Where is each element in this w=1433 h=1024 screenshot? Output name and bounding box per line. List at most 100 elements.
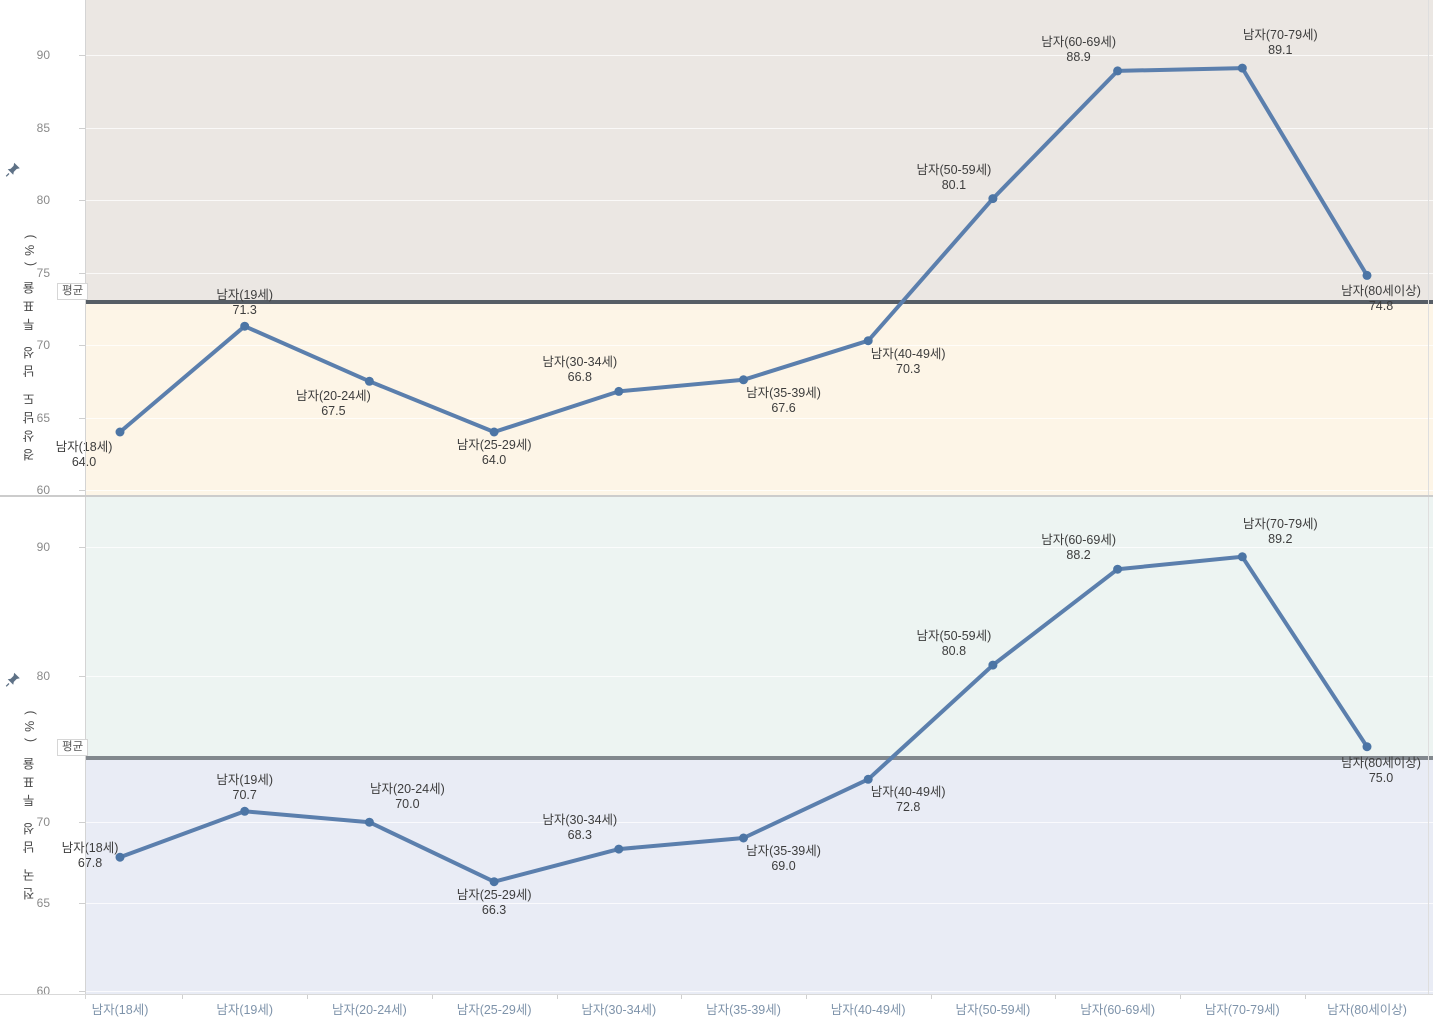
x-axis-label[interactable]: 남자(50-59세) — [955, 1003, 1031, 1017]
data-point-marker[interactable] — [1113, 66, 1123, 76]
data-label-value: 64.0 — [481, 453, 507, 467]
gridline — [85, 127, 1433, 129]
y-axis-tick-label: 80 — [36, 193, 50, 207]
data-point-label: 남자(60-69세) 88.9 — [1004, 35, 1154, 65]
x-axis-label[interactable]: 남자(60-69세) — [1080, 1003, 1155, 1017]
data-point-label: 남자(25-29세) 64.0 — [419, 438, 569, 468]
data-label-value: 80.1 — [941, 177, 967, 192]
data-label-value: 75.0 — [1368, 770, 1394, 785]
data-point-label: 남자(20-24세) 67.5 — [258, 389, 408, 419]
data-label-value: 80.8 — [941, 644, 967, 659]
gridline — [85, 991, 1433, 992]
right-border — [1428, 0, 1429, 994]
column-boundary-tick — [930, 994, 932, 999]
data-point-marker[interactable] — [739, 833, 748, 843]
column-boundary-tick — [431, 994, 433, 999]
x-axis-label[interactable]: 남자(19세) — [216, 1003, 274, 1017]
pin-icon[interactable] — [5, 161, 21, 178]
y-axis-tick-label: 75 — [36, 265, 50, 280]
y-axis-tick-label: 60 — [36, 984, 50, 998]
x-axis-label[interactable]: 남자(35-39세) — [706, 1003, 781, 1017]
data-point-label: 남자(19세) 71.3 — [170, 288, 320, 318]
panel-separator — [0, 495, 1433, 497]
data-label-value: 72.8 — [896, 800, 921, 815]
data-label-category: 남자(35-39세) — [746, 843, 821, 858]
data-point-label: 남자(50-59세) 80.8 — [879, 629, 1029, 659]
y-axis-tick-label: 85 — [36, 120, 50, 135]
y-axis-tick-label: 90 — [36, 48, 50, 62]
data-point-marker[interactable] — [1237, 63, 1247, 73]
gridline — [85, 55, 1433, 56]
axis-tick — [79, 490, 85, 491]
column-boundary-tick — [805, 994, 807, 999]
column-boundary-tick — [182, 994, 184, 999]
data-label-category: 남자(35-39세) — [746, 385, 821, 400]
data-point-marker[interactable] — [863, 336, 873, 346]
data-point-label: 남자(35-39세) 69.0 — [709, 844, 859, 874]
data-label-category: 남자(50-59세) — [916, 162, 992, 177]
column-boundary-tick — [1304, 994, 1306, 999]
data-label-category: 남자(70-79세) — [1242, 516, 1318, 531]
data-label-value: 67.8 — [77, 856, 103, 871]
data-point-label: 남자(70-79세) 89.2 — [1205, 517, 1355, 547]
column-boundary-tick — [1055, 994, 1057, 999]
data-label-value: 67.6 — [771, 400, 796, 415]
data-point-marker[interactable] — [115, 427, 125, 437]
data-point-marker[interactable] — [240, 806, 250, 816]
data-point-marker[interactable] — [1362, 270, 1372, 280]
column-boundary-tick — [681, 994, 683, 999]
x-axis-label[interactable]: 남자(70-79세) — [1204, 1003, 1280, 1017]
data-point-marker[interactable] — [364, 376, 374, 386]
data-label-value: 66.8 — [567, 370, 592, 385]
axis-tick — [79, 345, 85, 346]
data-label-category: 남자(20-24세) — [295, 389, 371, 404]
x-axis-label[interactable]: 남자(18세) — [91, 1003, 149, 1017]
data-point-marker[interactable] — [489, 427, 499, 437]
data-label-value: 70.0 — [395, 797, 420, 812]
data-point-marker[interactable] — [988, 194, 998, 204]
data-point-label: 남자(80세이상) 75.0 — [1306, 756, 1433, 786]
data-label-value: 70.3 — [896, 361, 921, 376]
data-point-marker[interactable] — [614, 386, 624, 396]
axis-tick — [79, 903, 85, 905]
data-point-label: 남자(60-69세) 88.2 — [1004, 533, 1154, 563]
gridline — [85, 345, 1433, 346]
axis-tick — [79, 676, 85, 678]
x-axis-label[interactable]: 남자(40-49세) — [830, 1003, 906, 1017]
data-point-marker[interactable] — [614, 844, 624, 854]
data-label-category: 남자(80세이상) — [1341, 755, 1421, 770]
data-point-marker[interactable] — [489, 877, 499, 887]
average-reference-label: 평균 — [57, 739, 89, 756]
x-axis-label[interactable]: 남자(20-24세) — [331, 1003, 407, 1017]
data-point-marker[interactable] — [739, 375, 748, 385]
data-point-marker[interactable] — [1362, 742, 1372, 752]
y-axis-tick-label: 60 — [36, 483, 50, 497]
data-point-label: 남자(18세) 64.0 — [9, 440, 159, 470]
data-label-value: 88.9 — [1066, 49, 1091, 64]
data-point-marker[interactable] — [1237, 552, 1247, 562]
data-label-value: 89.1 — [1268, 43, 1293, 58]
x-axis-label[interactable]: 남자(25-29세) — [456, 1003, 532, 1017]
column-boundary-tick — [556, 994, 558, 999]
data-point-marker[interactable] — [240, 321, 250, 331]
data-point-label: 남자(40-49세) 70.3 — [833, 347, 983, 377]
x-axis-label[interactable]: 남자(80세이상) — [1327, 1003, 1407, 1017]
data-point-marker[interactable] — [1113, 564, 1123, 574]
data-label-value: 70.7 — [232, 788, 257, 803]
pin-icon[interactable] — [5, 671, 21, 688]
data-label-category: 남자(30-34세) — [542, 355, 618, 370]
x-axis-label[interactable]: 남자(30-34세) — [581, 1003, 657, 1017]
data-point-marker[interactable] — [988, 660, 998, 670]
data-point-marker[interactable] — [115, 852, 125, 862]
axis-tick — [79, 127, 85, 129]
axis-tick — [79, 200, 85, 201]
data-label-category: 남자(25-29세) — [456, 887, 532, 902]
axis-tick — [79, 417, 85, 419]
data-label-value: 69.0 — [771, 858, 796, 873]
data-point-marker[interactable] — [863, 774, 873, 784]
data-point-marker[interactable] — [364, 817, 374, 827]
data-label-value: 71.3 — [232, 303, 257, 318]
x-axis-line — [0, 994, 1433, 995]
data-label-value: 74.8 — [1368, 299, 1394, 314]
